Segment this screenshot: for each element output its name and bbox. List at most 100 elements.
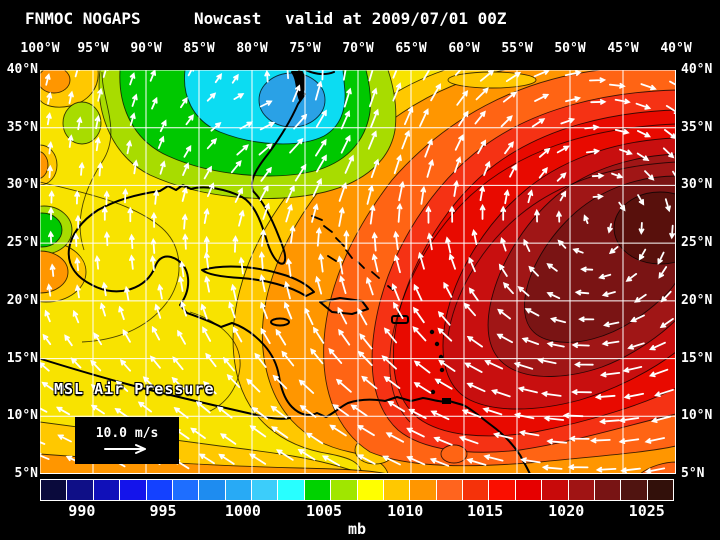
wind-arrow-icon <box>343 87 352 108</box>
wind-arrow-icon <box>598 273 612 280</box>
lat-label: 35°N <box>6 119 38 135</box>
wind-arrow-icon <box>393 230 399 251</box>
lat-label: 35°N <box>681 119 713 135</box>
wind-arrow-icon <box>262 202 270 220</box>
pressure-map: MSL Air Pressure 10.0 m/s <box>5 59 707 475</box>
wind-arrow-icon <box>491 389 511 398</box>
wind-arrow-icon <box>203 251 210 269</box>
wind-arrow-icon <box>567 464 589 470</box>
wind-arrow-icon <box>76 116 83 131</box>
wind-arrow-icon <box>618 201 626 212</box>
wind-arrow-icon <box>48 206 54 221</box>
wind-arrow-icon <box>466 458 487 466</box>
wind-arrow-icon <box>219 433 237 445</box>
wind-arrow-icon <box>619 148 633 156</box>
wind-arrow-icon <box>609 82 626 89</box>
lon-label: 40°W <box>660 41 692 56</box>
lon-label: 95°W <box>77 41 109 56</box>
lon-label: 45°W <box>607 41 639 56</box>
wind-arrow-icon <box>404 105 414 126</box>
lon-label: 80°W <box>236 41 268 56</box>
wind-arrow-icon <box>468 256 476 273</box>
wind-arrow-icon <box>292 84 301 103</box>
wind-arrow-icon <box>601 340 620 347</box>
wind-arrow-icon <box>338 181 347 202</box>
wind-arrow-icon <box>283 301 293 320</box>
wind-arrow-icon <box>350 404 368 417</box>
wind-arrow-icon <box>203 381 217 395</box>
lat-label: 15°N <box>6 350 38 366</box>
wind-arrow-icon <box>46 112 52 126</box>
wind-arrow-icon <box>328 347 343 364</box>
wind-arrow-icon <box>393 254 401 274</box>
wind-arrow-icon <box>180 96 188 109</box>
wind-arrow-icon <box>571 389 592 395</box>
wind-arrow-icon <box>171 376 185 390</box>
wind-arrow-icon <box>637 130 652 138</box>
wind-arrow-icon <box>181 213 188 230</box>
wind-arrow-icon <box>206 92 217 102</box>
wind-arrow-icon <box>48 190 55 204</box>
wind-arrow-icon <box>132 159 139 175</box>
wind-arrow-icon <box>578 316 595 323</box>
wind-arrow-icon <box>157 135 165 149</box>
wind-arrow-icon <box>119 359 131 372</box>
wind-arrow-icon <box>94 136 101 152</box>
wind-arrow-icon <box>598 418 620 425</box>
wind-arrow-icon <box>46 91 53 105</box>
wind-arrow-icon <box>151 325 161 341</box>
wind-arrow-icon <box>214 73 223 84</box>
wind-arrow-icon <box>230 160 242 174</box>
product-title: Nowcast <box>194 9 262 28</box>
colorbar-segment <box>41 480 67 500</box>
wind-arrow-icon <box>335 378 352 393</box>
wind-arrow-icon <box>635 102 652 110</box>
colorbar-tick-label: 1015 <box>467 502 504 520</box>
wind-arrow-icon <box>560 117 576 125</box>
wind-arrow-icon <box>509 163 517 178</box>
wind-arrow-icon <box>504 141 514 155</box>
wind-arrow-icon <box>60 384 73 395</box>
wind-arrow-icon <box>157 283 164 300</box>
colorbar-segment <box>593 480 621 500</box>
lat-label: 25°N <box>681 235 713 251</box>
wind-arrow-icon <box>68 90 74 104</box>
wind-arrow-icon <box>574 289 590 296</box>
wind-arrow-icon <box>159 160 166 175</box>
wind-arrow-icon <box>370 158 380 179</box>
colorbar-ticks: 990 995 1000 1005 1010 1015 1020 1025 <box>40 502 674 520</box>
wind-arrow-icon <box>637 194 645 206</box>
pressure-map-canvas <box>5 59 707 475</box>
wind-arrow-icon <box>172 356 184 371</box>
wind-arrow-icon <box>424 138 433 158</box>
wind-arrow-icon <box>479 203 486 220</box>
wind-arrow-icon <box>289 137 304 154</box>
lon-label: 75°W <box>289 41 321 56</box>
wind-arrow-icon <box>70 357 82 369</box>
wind-arrow-icon <box>648 368 669 378</box>
wind-arrow-icon <box>281 350 295 367</box>
wind-arrow-icon <box>75 284 81 299</box>
contour-line <box>447 161 677 337</box>
wind-arrow-icon <box>430 83 442 102</box>
wind-arrow-icon <box>427 232 433 251</box>
wind-arrow-icon <box>568 435 590 442</box>
wind-arrow-icon <box>500 115 513 128</box>
wind-arrow-icon <box>78 161 85 176</box>
wind-arrow-icon <box>449 205 455 223</box>
wind-arrow-icon <box>644 467 666 474</box>
wind-arrow-icon <box>458 110 469 127</box>
wind-arrow-icon <box>297 449 316 461</box>
wind-arrow-icon <box>179 260 185 278</box>
wind-arrow-icon <box>466 335 483 348</box>
wind-arrow-icon <box>190 427 206 439</box>
colorbar-segment <box>224 480 251 500</box>
wind-arrow-icon <box>48 230 54 245</box>
colorbar-segment <box>356 480 383 500</box>
coast-pacific-central-america <box>37 357 291 420</box>
wind-arrow-icon <box>492 432 514 440</box>
wind-arrow-icon <box>57 434 72 443</box>
wind-arrow-icon <box>464 362 483 373</box>
wind-scale-label: 10.0 m/s <box>95 426 159 441</box>
wind-arrow-icon <box>622 366 643 373</box>
